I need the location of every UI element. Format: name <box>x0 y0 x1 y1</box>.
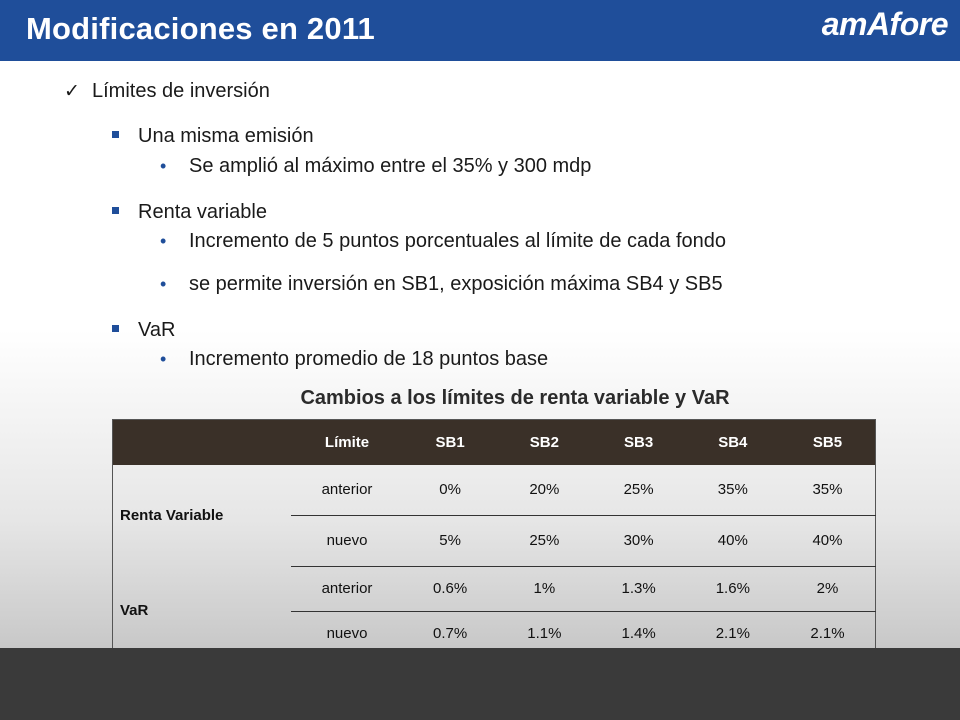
table-cell: 25% <box>623 481 654 498</box>
row-label: nuevo <box>291 514 403 566</box>
bullet-item: • se permite inversión en SB1, exposición… <box>160 273 723 296</box>
title-bar: Modificaciones en 2011 amAfore <box>0 0 960 61</box>
header-cell: SB3 <box>623 433 654 451</box>
group-label: VaR <box>120 602 149 620</box>
square-bullet-icon <box>112 325 119 333</box>
table-cell: 40% <box>685 514 780 566</box>
limits-table: Límite SB1 SB2 SB3 SB4 SB5 Renta Variabl… <box>112 419 876 657</box>
slide-title: Modificaciones en 2011 <box>26 11 375 46</box>
row-label: anterior <box>321 481 373 498</box>
table-cell: 20% <box>529 481 560 498</box>
bullet-item: • Incremento de 5 puntos porcentuales al … <box>160 230 726 253</box>
table-title: Cambios a los límites de renta variable … <box>300 387 730 409</box>
table-row: nuevo 5% 25% 30% 40% 40% <box>113 514 876 566</box>
table-cell: 30% <box>591 514 686 566</box>
bullet-level1-text: Límites de inversión <box>92 80 270 102</box>
row-label: anterior <box>291 565 403 611</box>
table-cell: 35% <box>717 481 748 498</box>
checkmark-icon: ✓ <box>64 81 80 102</box>
bullet-section-emision: Una misma emisión <box>112 125 314 148</box>
table-cell: 1.3% <box>591 565 686 611</box>
bullet-section-renta: Renta variable <box>112 201 267 224</box>
bullet-item-text: Incremento de 5 puntos porcentuales al l… <box>189 230 727 252</box>
bullet-item: • Incremento promedio de 18 puntos base <box>160 348 548 371</box>
bullet-item-text: se permite inversión en SB1, exposición … <box>189 273 723 295</box>
group-label: Renta Variable <box>120 506 224 524</box>
bullet-section-label: Renta variable <box>138 201 267 223</box>
bullet-item-text: Incremento promedio de 18 puntos base <box>189 348 549 370</box>
bullet-section-var: VaR <box>112 319 175 342</box>
bullet-level1: ✓ Límites de inversión <box>64 80 270 103</box>
table-cell: 0% <box>439 481 461 498</box>
header-cell: SB4 <box>718 433 748 451</box>
bullet-section-label: Una misma emisión <box>138 125 314 147</box>
table-cell: 25% <box>497 514 592 566</box>
header-cell: SB1 <box>435 433 465 451</box>
header-cell: Límite <box>324 433 370 451</box>
dot-bullet-icon: • <box>160 156 167 176</box>
table-row: VaR anterior 0.6% 1% 1.3% 1.6% 2% <box>113 565 876 619</box>
square-bullet-icon <box>112 207 119 215</box>
dot-bullet-icon: • <box>160 231 167 251</box>
bullet-section-label: VaR <box>138 319 176 341</box>
table-cell: 40% <box>779 514 876 566</box>
bullet-item: • Se amplió al máximo entre el 35% y 300 … <box>160 155 591 178</box>
bullet-item-text: Se amplió al máximo entre el 35% y 300 m… <box>189 155 592 177</box>
dot-bullet-icon: • <box>160 349 167 369</box>
amafore-logo: amAfore <box>821 6 949 42</box>
square-bullet-icon <box>112 131 119 139</box>
table-row: Renta Variable anterior 0% 20% 25% 35% 3… <box>113 465 876 524</box>
table-header-row: Límite SB1 SB2 SB3 SB4 SB5 <box>112 419 876 465</box>
table-cell: 2% <box>779 565 876 611</box>
header-cell <box>113 420 292 465</box>
table-cell: 1% <box>497 565 592 611</box>
header-cell: SB2 <box>529 433 559 451</box>
table-cell: 0.6% <box>403 565 498 611</box>
footer-bar <box>0 648 960 720</box>
dot-bullet-icon: • <box>160 274 167 294</box>
table-cell: 35% <box>812 481 843 498</box>
header-cell: SB5 <box>812 433 843 451</box>
table-cell: 1.6% <box>685 565 780 611</box>
table-cell: 5% <box>403 514 498 566</box>
